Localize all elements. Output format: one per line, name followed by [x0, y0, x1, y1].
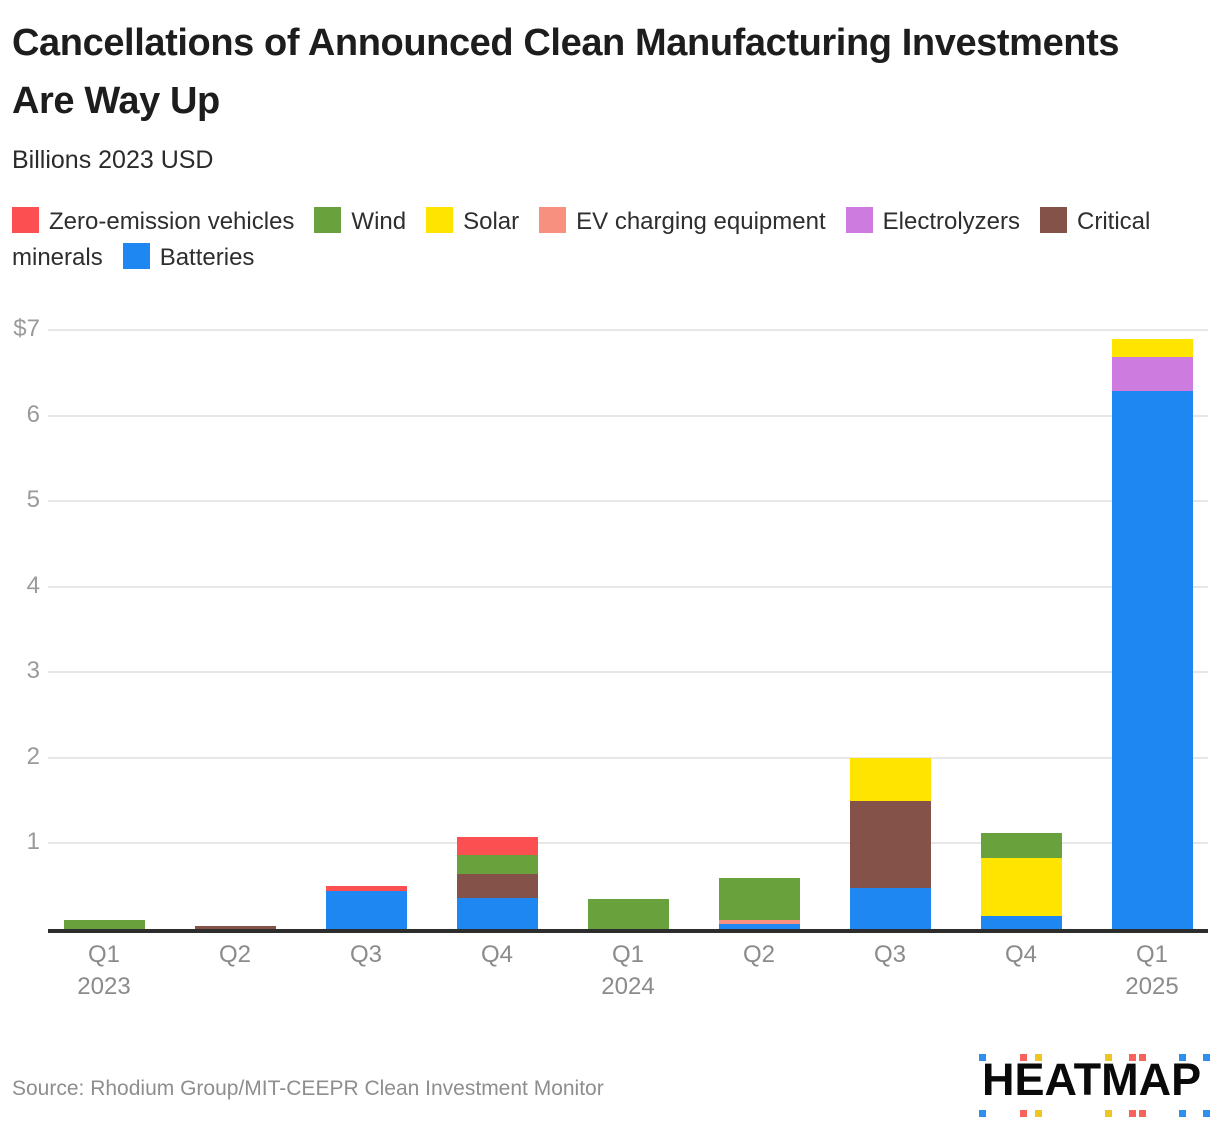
legend-swatch	[12, 207, 39, 233]
x-tick-label: Q1	[87, 941, 120, 968]
bar-segment-wind	[587, 899, 669, 929]
legend-swatch	[314, 207, 342, 233]
legend-swatch	[122, 243, 150, 269]
gridline	[48, 585, 1208, 588]
bar-segment-zero-emission-vehicles	[325, 886, 407, 892]
legend-swatch	[426, 207, 454, 233]
legend-label: Critical minerals	[12, 208, 1151, 271]
year-label: 2023	[77, 973, 131, 1000]
bar-segment-zero-emission-vehicles	[456, 836, 538, 856]
logo-square	[1020, 1054, 1027, 1061]
x-tick-label: Q4	[480, 941, 513, 968]
logo-wordmark: HEATMAP	[982, 1054, 1202, 1105]
y-tick-label: 6	[26, 400, 40, 428]
gridline	[48, 329, 1208, 331]
bar-segment-solar	[1111, 338, 1193, 357]
bar-segment-batteries	[718, 923, 800, 929]
x-tick-label: Q2	[742, 941, 775, 968]
legend-item: EV charging equipment	[539, 207, 826, 235]
legend-label: Zero-emission vehicles	[49, 208, 295, 235]
chart-legend: Zero-emission vehicles Wind Solar EV chargi…	[12, 204, 1208, 276]
bar-segment-ev-charging-equipment	[718, 920, 800, 924]
logo-square	[1179, 1054, 1186, 1061]
y-tick-label: 3	[26, 657, 40, 685]
bar-segment-batteries	[849, 887, 931, 929]
logo-square	[1020, 1110, 1027, 1117]
legend-label: Solar	[463, 208, 520, 235]
legend-item: Batteries	[122, 243, 255, 271]
heatmap-logo: HEATMAP	[978, 1048, 1210, 1120]
x-tick-label: Q2	[218, 941, 251, 968]
legend-item: Electrolyzers	[845, 207, 1021, 235]
bar-segment-batteries	[980, 916, 1062, 929]
chart-subtitle: Billions 2023 USD	[12, 146, 214, 174]
logo-square	[1129, 1110, 1136, 1117]
legend-label: Electrolyzers	[882, 208, 1021, 235]
bar-segment-wind	[718, 877, 800, 921]
y-tick-label: $7	[13, 315, 40, 342]
bar-segment-critical-minerals	[849, 800, 931, 888]
legend-item: Zero-emission vehicles	[12, 207, 295, 235]
legend-label: EV charging equipment	[576, 208, 826, 235]
gridline	[48, 414, 1208, 417]
logo-square	[1139, 1110, 1146, 1117]
bar-segment-electrolyzers	[1111, 356, 1193, 391]
x-tick-label: Q1	[1135, 941, 1168, 968]
year-label: 2025	[1125, 973, 1179, 1000]
bar-segment-critical-minerals	[194, 926, 276, 929]
y-tick-label: 2	[26, 742, 40, 770]
bar-segment-critical-minerals	[456, 874, 538, 899]
bar-segment-wind	[456, 855, 538, 875]
y-tick-label: 4	[26, 571, 40, 599]
x-tick-label: Q4	[1004, 941, 1037, 968]
logo-square	[979, 1110, 986, 1117]
logo-square	[1139, 1054, 1146, 1061]
bar-segment-batteries	[1111, 390, 1193, 929]
year-label: 2024	[601, 973, 655, 1000]
bar-segment-batteries	[325, 891, 407, 929]
bar-segment-wind	[980, 833, 1062, 858]
legend-item: Critical minerals	[12, 207, 1151, 271]
y-tick-label: 1	[26, 828, 40, 856]
gridline	[48, 756, 1208, 759]
page-title: Cancellations of Announced Clean Manufac…	[12, 22, 1120, 122]
x-tick-label: Q3	[873, 941, 906, 968]
legend-item: Solar	[426, 207, 520, 235]
legend-swatch	[1040, 207, 1068, 233]
x-tick-label: Q3	[349, 941, 382, 968]
logo-square	[1203, 1054, 1210, 1061]
legend-swatch	[845, 207, 873, 233]
gridline	[48, 671, 1208, 674]
legend-label: Batteries	[159, 244, 255, 271]
bar-segment-solar	[849, 757, 931, 801]
bar-segment-solar	[980, 858, 1062, 917]
gridline	[48, 842, 1208, 845]
legend-label: Wind	[351, 208, 407, 235]
logo-square	[1203, 1110, 1210, 1117]
y-tick-label: 5	[26, 486, 40, 514]
bar-segment-batteries	[456, 898, 538, 929]
source-text: Source: Rhodium Group/MIT-CEEPR Clean In…	[12, 1077, 604, 1100]
legend-item: Wind	[314, 207, 407, 235]
logo-square	[1105, 1054, 1112, 1061]
logo-square	[1035, 1054, 1042, 1061]
gridline	[48, 500, 1208, 503]
logo-square	[1105, 1110, 1112, 1117]
x-tick-label: Q1	[611, 941, 644, 968]
bar-segment-wind	[63, 920, 145, 929]
logo-square	[1035, 1110, 1042, 1117]
logo-square	[979, 1054, 986, 1061]
x-axis-line	[48, 929, 1208, 933]
logo-square	[1129, 1054, 1136, 1061]
logo-square	[1179, 1110, 1186, 1117]
legend-swatch	[539, 207, 567, 233]
